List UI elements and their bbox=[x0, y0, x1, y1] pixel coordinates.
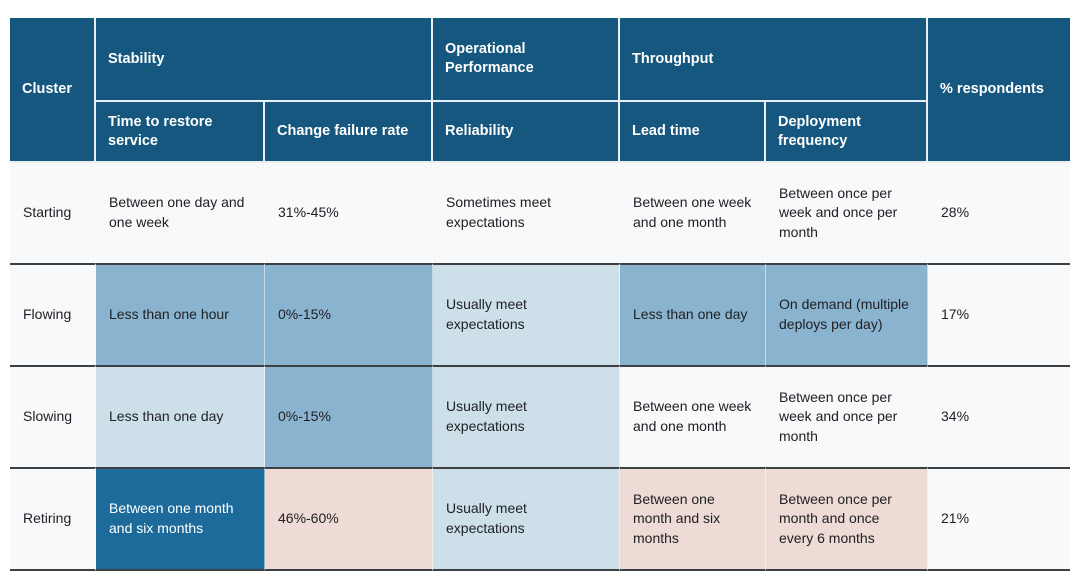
respondents-cell: 28% bbox=[928, 163, 1070, 263]
metric-cell: Between one month and six months bbox=[620, 467, 766, 571]
column-group-throughput: Throughput bbox=[620, 18, 928, 102]
table-row: Slowing Less than one day 0%-15% Usually me… bbox=[10, 365, 1070, 467]
metric-cell: Between once per week and once per month bbox=[766, 163, 928, 263]
column-header-cluster: Cluster bbox=[10, 18, 96, 163]
column-header-respondents: % respondents bbox=[928, 18, 1070, 163]
metric-cell: Sometimes meet expectations bbox=[433, 163, 620, 263]
metric-cell: Between one week and one month bbox=[620, 365, 766, 467]
table-row: Starting Between one day and one week 31%-… bbox=[10, 163, 1070, 263]
metric-cell: Usually meet expectations bbox=[433, 365, 620, 467]
metric-cell: Between one month and six months bbox=[96, 467, 265, 571]
table-body: Starting Between one day and one week 31%-… bbox=[10, 163, 1070, 571]
metric-cell: 46%-60% bbox=[265, 467, 433, 571]
metric-cell: Between one day and one week bbox=[96, 163, 265, 263]
header-group-row: Cluster Stability Operational Performanc… bbox=[10, 18, 1070, 163]
column-header-change-failure-rate: Change failure rate bbox=[265, 102, 433, 163]
cluster-cell: Retiring bbox=[10, 467, 96, 571]
cluster-cell: Flowing bbox=[10, 263, 96, 365]
metric-cell: Less than one day bbox=[96, 365, 265, 467]
column-header-deployment-frequency: Deployment frequency bbox=[766, 102, 928, 163]
metric-cell: 31%-45% bbox=[265, 163, 433, 263]
column-header-lead-time: Lead time bbox=[620, 102, 766, 163]
respondents-cell: 34% bbox=[928, 365, 1070, 467]
metric-cell: Usually meet expectations bbox=[433, 263, 620, 365]
column-group-stability: Stability bbox=[96, 18, 433, 102]
metric-cell: Less than one day bbox=[620, 263, 766, 365]
metric-cell: Usually meet expectations bbox=[433, 467, 620, 571]
metric-cell: Between once per week and once per month bbox=[766, 365, 928, 467]
metric-cell: 0%-15% bbox=[265, 365, 433, 467]
table-row: Flowing Less than one hour 0%-15% Usually m… bbox=[10, 263, 1070, 365]
metric-cell: Between once per month and once every 6 … bbox=[766, 467, 928, 571]
respondents-cell: 17% bbox=[928, 263, 1070, 365]
metric-cell: Less than one hour bbox=[96, 263, 265, 365]
metric-cell: On demand (multiple deploys per day) bbox=[766, 263, 928, 365]
respondents-cell: 21% bbox=[928, 467, 1070, 571]
cluster-cell: Slowing bbox=[10, 365, 96, 467]
table-header: Cluster Stability Operational Performanc… bbox=[10, 18, 1070, 163]
column-group-operational-performance: Operational Performance bbox=[433, 18, 620, 102]
column-header-time-to-restore: Time to restore service bbox=[96, 102, 265, 163]
devops-clusters-table: Cluster Stability Operational Performanc… bbox=[10, 18, 1070, 571]
header-sub-row: Time to restore service Change failure r… bbox=[10, 102, 1070, 163]
metric-cell: 0%-15% bbox=[265, 263, 433, 365]
table-row: Retiring Between one month and six months… bbox=[10, 467, 1070, 571]
cluster-cell: Starting bbox=[10, 163, 96, 263]
column-header-reliability: Reliability bbox=[433, 102, 620, 163]
metric-cell: Between one week and one month bbox=[620, 163, 766, 263]
